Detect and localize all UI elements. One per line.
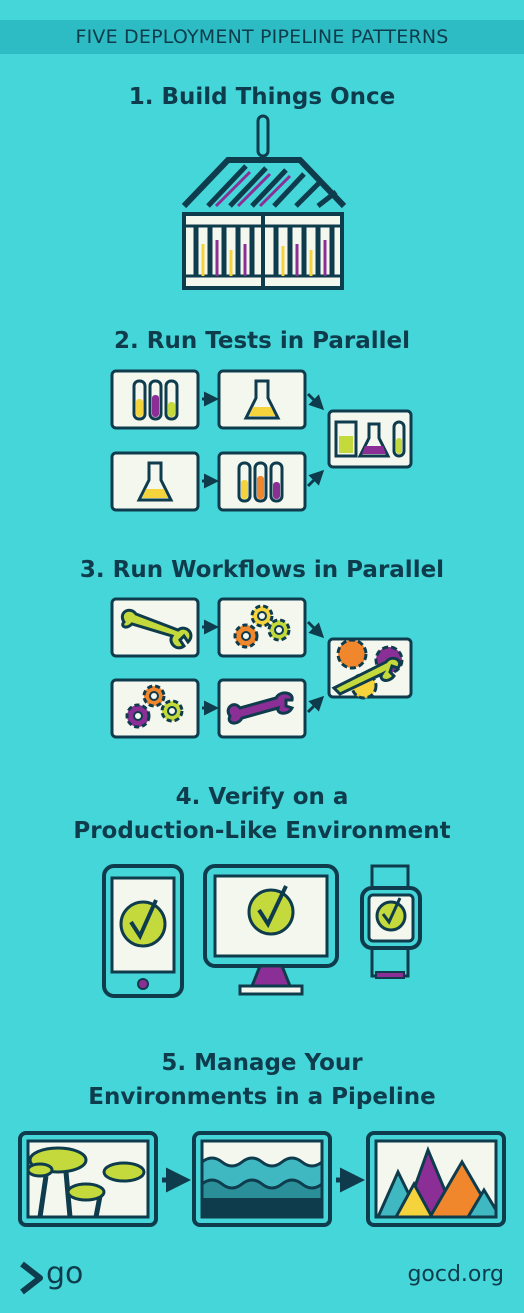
monitor-icon	[203, 864, 339, 996]
check-icon	[247, 885, 295, 936]
pattern-1-heading: 1. Build Things Once	[128, 84, 396, 110]
environments-diagram	[18, 1131, 506, 1227]
pattern-5-heading-line2: Environments in a Pipeline	[88, 1084, 436, 1110]
flask-icon	[136, 461, 174, 502]
devices-diagram	[102, 864, 422, 998]
page-title: FIVE DEPLOYMENT PIPELINE PATTERNS	[75, 26, 449, 48]
gears-icon	[233, 604, 291, 649]
water-landscape-icon	[192, 1131, 332, 1227]
pattern-2-heading: 2. Run Tests in Parallel	[114, 328, 410, 354]
mountains-landscape-icon	[366, 1131, 506, 1227]
workflows-diagram	[110, 597, 413, 739]
flask-icon	[243, 379, 281, 420]
phone-icon	[102, 864, 184, 998]
smartwatch-icon	[360, 864, 422, 979]
pattern-4-heading-line2: Production-Like Environment	[73, 818, 451, 844]
go-logo-icon	[20, 1261, 43, 1295]
test-tube-icon	[132, 379, 179, 421]
gears-icon	[125, 684, 184, 729]
tests-diagram	[110, 369, 413, 512]
trees-landscape-icon	[18, 1131, 158, 1227]
logo-text: go	[46, 1256, 84, 1291]
test-tube-icon	[237, 461, 284, 503]
pattern-5-heading-line1: 5. Manage Your	[161, 1050, 363, 1076]
wrench-icon	[226, 691, 295, 725]
title-banner: FIVE DEPLOYMENT PIPELINE PATTERNS	[0, 20, 524, 54]
pattern-4-heading-line1: 4. Verify on a	[175, 784, 349, 810]
container-icon	[181, 114, 347, 290]
pattern-3-heading: 3. Run Workflows in Parallel	[79, 557, 445, 583]
check-icon	[119, 899, 167, 948]
footer-url[interactable]: gocd.org	[407, 1262, 504, 1287]
wrench-icon	[121, 608, 193, 650]
check-icon	[375, 897, 407, 932]
